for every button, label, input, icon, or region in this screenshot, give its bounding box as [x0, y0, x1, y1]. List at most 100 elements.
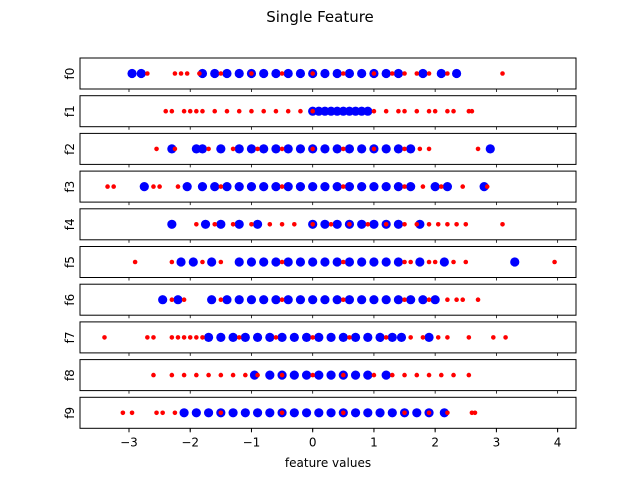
red-point	[243, 372, 248, 378]
red-point	[151, 372, 156, 378]
x-tick-label: 2	[431, 435, 439, 449]
panel-f5: f5	[63, 246, 577, 281]
red-point	[347, 335, 352, 340]
red-point	[402, 222, 407, 227]
red-point	[218, 71, 224, 76]
blue-point	[222, 182, 232, 192]
blue-point	[246, 144, 257, 154]
red-point	[102, 335, 107, 340]
blue-point	[406, 295, 416, 305]
blue-point	[271, 68, 281, 79]
red-point	[163, 108, 169, 114]
red-point	[475, 297, 481, 303]
blue-point	[246, 182, 257, 192]
panels: f0 f1 f2 f3 f4 f5 f6 f7 f8 f9	[63, 57, 577, 432]
blue-point	[363, 106, 373, 116]
blue-point	[439, 257, 449, 267]
blue-point	[326, 370, 336, 380]
red-point	[341, 372, 346, 378]
blue-point	[277, 332, 287, 342]
blue-point	[381, 182, 391, 192]
blue-point	[179, 408, 189, 418]
red-point	[451, 259, 456, 265]
panel-f4: f4	[63, 208, 577, 243]
red-point	[236, 335, 242, 340]
red-point	[389, 71, 395, 76]
blue-point	[188, 257, 198, 267]
red-point	[408, 259, 413, 265]
x-axis: −3 −2 −1 0 1 2 3 4	[120, 428, 561, 449]
blue-point	[265, 408, 275, 418]
red-point	[169, 372, 175, 378]
red-point	[181, 372, 187, 378]
red-point	[129, 410, 135, 416]
blue-point	[295, 68, 306, 79]
blue-point	[259, 257, 269, 267]
blue-point	[301, 408, 312, 418]
red-point	[145, 71, 150, 76]
red-point	[184, 71, 190, 76]
red-point	[285, 108, 291, 114]
blue-point	[207, 257, 217, 267]
blue-point	[283, 68, 293, 79]
blue-point	[308, 257, 318, 267]
blue-point	[326, 408, 336, 418]
blue-point	[412, 408, 422, 418]
red-point	[200, 259, 205, 265]
red-point	[341, 259, 346, 265]
blue-point	[308, 295, 318, 305]
blue-point	[301, 370, 312, 380]
blue-point	[415, 219, 425, 229]
blue-point	[295, 295, 306, 305]
blue-point	[393, 257, 404, 267]
blue-point	[252, 332, 263, 342]
red-point	[402, 146, 407, 152]
red-point	[279, 297, 285, 303]
blue-point	[301, 332, 312, 342]
panel-f9: f9	[63, 396, 577, 432]
blue-point	[375, 332, 385, 342]
red-point	[383, 222, 389, 227]
red-point	[273, 108, 279, 114]
panel-f7: f7	[63, 321, 577, 356]
blue-point	[387, 408, 397, 418]
blue-point	[210, 182, 220, 192]
blue-point	[393, 144, 404, 154]
panel-label: f0	[63, 68, 77, 80]
blue-point	[136, 68, 146, 79]
blue-point	[375, 408, 385, 418]
red-point	[463, 259, 469, 265]
red-point	[414, 222, 420, 227]
red-point	[435, 222, 441, 227]
blue-point	[357, 219, 367, 229]
blue-point	[320, 144, 330, 154]
blue-point	[320, 295, 330, 305]
red-point	[310, 108, 315, 114]
blue-point	[344, 144, 355, 154]
red-point	[472, 410, 478, 416]
red-point	[145, 335, 150, 340]
blue-point	[216, 219, 226, 229]
red-point	[154, 146, 159, 152]
red-point	[402, 259, 407, 265]
blue-point	[344, 257, 355, 267]
red-point	[206, 146, 211, 152]
red-point	[445, 108, 450, 114]
red-point	[426, 259, 432, 265]
panel-label: f4	[63, 218, 77, 230]
red-point	[426, 108, 432, 114]
red-point	[279, 222, 285, 227]
red-point	[279, 184, 285, 189]
red-point	[218, 297, 224, 303]
red-point	[298, 108, 303, 114]
red-point	[426, 372, 432, 378]
red-point	[445, 222, 450, 227]
blue-point	[363, 408, 373, 418]
red-point	[402, 108, 407, 114]
red-point	[212, 222, 218, 227]
blue-point	[259, 295, 269, 305]
blue-point	[259, 144, 269, 154]
red-point	[500, 71, 505, 76]
blue-point	[197, 68, 208, 79]
blue-point	[203, 332, 214, 342]
